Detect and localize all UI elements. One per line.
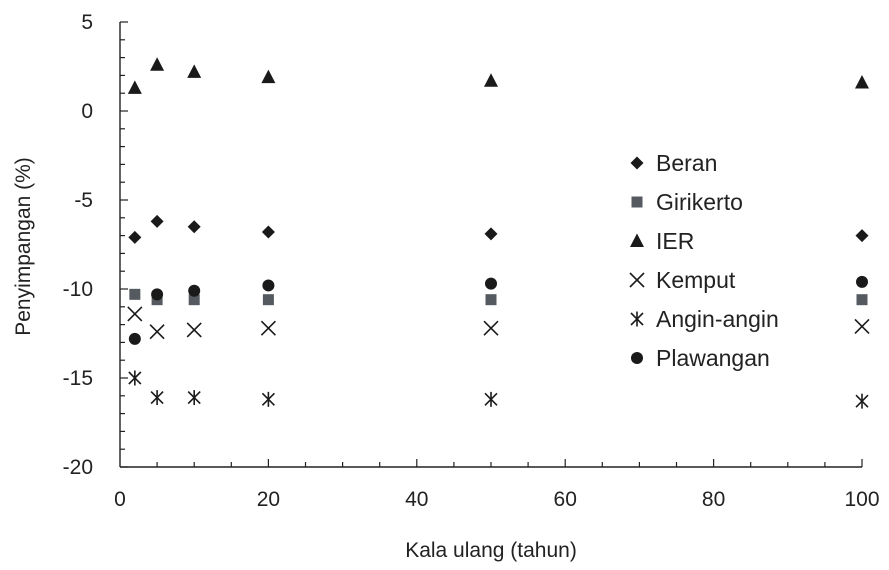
- legend-label-angin-angin: Angin-angin: [656, 306, 779, 332]
- point-plawangan: [128, 332, 141, 345]
- axes: -20 -15 -10 -5 0 5 0 20 40 60 80 100: [63, 11, 880, 511]
- y-tick-label: 0: [81, 100, 93, 123]
- point-angin-angin: [128, 370, 142, 386]
- legend-marker-ier: [630, 233, 644, 247]
- legend-marker-beran: [630, 156, 644, 170]
- x-tick-label: 60: [554, 488, 577, 511]
- y-tick-label: -5: [74, 189, 93, 212]
- legend-marker-kemput: [629, 272, 645, 288]
- x-tick-label: 100: [844, 488, 879, 511]
- point-kemput: [149, 324, 165, 340]
- legend-label-plawangan: Plawangan: [656, 345, 770, 371]
- point-beran: [261, 225, 275, 239]
- point-angin-angin: [484, 391, 498, 407]
- point-ier: [261, 69, 276, 84]
- legend-marker-angin-angin: [630, 311, 644, 327]
- point-plawangan: [485, 277, 497, 290]
- point-beran: [855, 229, 869, 243]
- data-points: [127, 57, 870, 409]
- legend-label-girikerto: Girikerto: [656, 189, 743, 215]
- y-tick-label: 5: [81, 11, 93, 34]
- point-girikerto: [856, 294, 868, 306]
- x-axis-title: Kala ulang (tahun): [405, 539, 577, 562]
- point-girikerto: [188, 294, 200, 306]
- point-beran: [150, 214, 164, 228]
- x-tick-label: 0: [114, 488, 126, 511]
- point-angin-angin: [261, 391, 275, 407]
- legend-label-ier: IER: [656, 228, 694, 254]
- point-angin-angin: [855, 393, 869, 409]
- point-plawangan: [856, 275, 868, 288]
- legend: Beran Girikerto IER Kemput Angin-angin Plawan…: [629, 150, 779, 371]
- y-axis-title: Penyimpangan (%): [12, 157, 35, 336]
- point-plawangan: [151, 288, 164, 301]
- point-kemput: [260, 320, 276, 336]
- point-kemput: [186, 322, 202, 338]
- point-beran: [187, 220, 201, 234]
- point-ier: [150, 57, 165, 71]
- point-kemput: [483, 320, 499, 336]
- legend-marker-plawangan: [631, 352, 643, 364]
- point-ier: [127, 80, 142, 94]
- point-plawangan: [262, 279, 275, 292]
- point-angin-angin: [150, 390, 164, 406]
- point-ier: [187, 64, 202, 78]
- point-ier: [855, 75, 869, 89]
- y-tick-label: -10: [63, 278, 93, 301]
- x-tick-label: 40: [405, 488, 428, 511]
- point-girikerto: [262, 294, 274, 306]
- legend-label-kemput: Kemput: [656, 267, 736, 293]
- y-tick-label: -20: [63, 456, 93, 479]
- point-kemput: [854, 318, 870, 334]
- point-ier: [484, 73, 498, 87]
- x-tick-label: 20: [257, 488, 280, 511]
- point-angin-angin: [187, 390, 201, 406]
- legend-label-beran: Beran: [656, 150, 717, 176]
- legend-marker-girikerto: [631, 196, 643, 208]
- point-plawangan: [188, 284, 201, 297]
- point-beran: [128, 230, 142, 244]
- x-tick-label: 80: [702, 488, 725, 511]
- point-kemput: [127, 306, 143, 322]
- y-tick-label: -15: [63, 367, 93, 390]
- point-girikerto: [129, 288, 141, 300]
- point-beran: [484, 227, 498, 241]
- point-girikerto: [485, 294, 497, 306]
